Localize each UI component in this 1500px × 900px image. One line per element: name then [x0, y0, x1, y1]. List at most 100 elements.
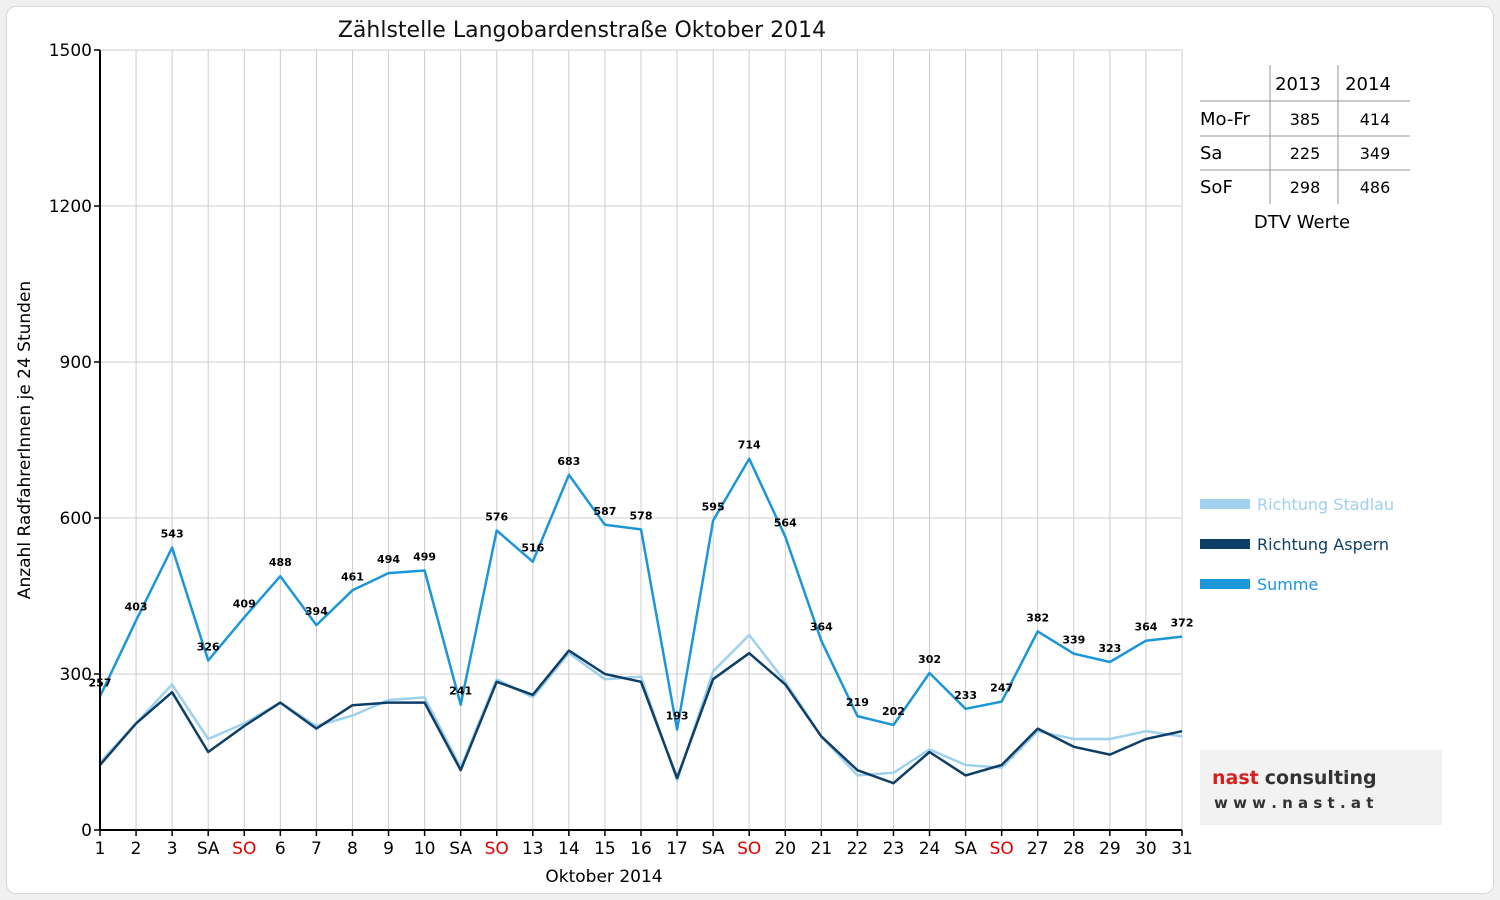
- data-label: 494: [377, 553, 400, 566]
- data-label: 683: [557, 455, 580, 468]
- chart-title: Zählstelle Langobardenstraße Oktober 201…: [338, 18, 826, 43]
- series-line-richtung-aspern: [99, 649, 1183, 785]
- x-tick-label: SA: [954, 839, 977, 859]
- nast-consulting-logo: nast consulting w w w . n a s t . a t: [1200, 750, 1442, 825]
- data-label: 202: [882, 705, 905, 718]
- data-label: 372: [1171, 617, 1194, 630]
- data-label: 543: [161, 528, 184, 541]
- data-label: 576: [485, 510, 508, 523]
- dtv-cell: 349: [1360, 144, 1391, 163]
- dtv-cell: 385: [1290, 110, 1321, 129]
- x-tick-label: 21: [811, 839, 833, 859]
- x-tick-label: 22: [847, 839, 869, 859]
- x-tick-label: SO: [990, 839, 1014, 859]
- legend-swatch-stadlau: [1200, 499, 1250, 509]
- x-tick-label: 29: [1099, 839, 1121, 859]
- data-label: 499: [413, 551, 436, 564]
- dtv-row-label: Sa: [1200, 143, 1222, 164]
- dtv-row-label: Mo-Fr: [1200, 109, 1250, 130]
- x-tick-label: 14: [558, 839, 580, 859]
- legend-label-summe: Summe: [1257, 575, 1318, 594]
- x-tick-label: 15: [594, 839, 616, 859]
- logo-url: w w w . n a s t . a t: [1214, 794, 1373, 812]
- data-label: 461: [341, 570, 364, 583]
- x-tick-label: SA: [702, 839, 725, 859]
- data-label: 364: [810, 621, 833, 634]
- dtv-table: 2013 2014 Mo-Fr 385 414 Sa 225 349 SoF 2…: [1200, 65, 1410, 233]
- x-tick-label: 23: [883, 839, 905, 859]
- data-label: 241: [449, 685, 472, 698]
- x-tick-label: 2: [131, 839, 142, 859]
- data-label: 233: [954, 689, 977, 702]
- x-tick-label: 10: [414, 839, 436, 859]
- data-label: 516: [521, 542, 544, 555]
- x-tick-label: 28: [1063, 839, 1085, 859]
- x-tick-label: 17: [666, 839, 688, 859]
- data-label: 488: [269, 556, 292, 569]
- data-label: 302: [918, 653, 941, 666]
- data-label: 564: [774, 517, 797, 530]
- y-tick-label: 600: [60, 509, 92, 529]
- legend: Richtung Stadlau Richtung Aspern Summe: [1200, 495, 1394, 594]
- y-tick-label: 0: [81, 821, 92, 841]
- data-label: 714: [738, 439, 761, 452]
- y-tick-label: 900: [60, 353, 92, 373]
- x-tick-label: 8: [347, 839, 358, 859]
- x-tick-label: SA: [197, 839, 220, 859]
- dtv-header-2013: 2013: [1275, 74, 1321, 95]
- data-label: 364: [1134, 621, 1157, 634]
- data-label: 382: [1026, 611, 1049, 624]
- legend-swatch-summe: [1200, 579, 1250, 589]
- dtv-row-label: SoF: [1200, 177, 1233, 198]
- series-lines: [98, 457, 1183, 785]
- y-axis-label: Anzahl RadfahrerInnen je 24 Stunden: [15, 281, 35, 599]
- data-label: 595: [702, 501, 725, 514]
- x-tick-label: 24: [919, 839, 941, 859]
- data-label: 403: [125, 600, 148, 613]
- x-tick-label: SO: [485, 839, 509, 859]
- x-tick-label: 9: [383, 839, 394, 859]
- series-line-summe: [98, 457, 1183, 731]
- x-tick-label: 30: [1135, 839, 1157, 859]
- legend-label-aspern: Richtung Aspern: [1257, 535, 1389, 554]
- x-axis-ticks: 1 2 3 SA SO 6 7 8 9 10 SA SO 13 14 15 16 17 SA SO 20 21 22 23 2…: [95, 830, 1193, 859]
- x-tick-label: 6: [275, 839, 286, 859]
- legend-swatch-aspern: [1200, 539, 1250, 549]
- legend-label-stadlau: Richtung Stadlau: [1257, 495, 1394, 514]
- data-labels: 2574035433264094883944614944992415765166…: [89, 439, 1194, 723]
- data-label: 339: [1062, 634, 1085, 647]
- data-label: 323: [1098, 642, 1121, 655]
- x-tick-label: 7: [311, 839, 322, 859]
- y-axis-ticks: 0 300 600 900 1200 1500: [49, 41, 100, 841]
- data-label: 219: [846, 696, 869, 709]
- dtv-cell: 225: [1290, 144, 1321, 163]
- data-label: 193: [666, 710, 689, 723]
- x-tick-label: SA: [449, 839, 472, 859]
- x-tick-label: 20: [774, 839, 796, 859]
- data-label: 409: [233, 597, 256, 610]
- data-label: 247: [990, 682, 1013, 695]
- y-tick-label: 1200: [49, 197, 92, 217]
- logo-text: nast consulting: [1212, 767, 1377, 789]
- dtv-cell: 298: [1290, 178, 1321, 197]
- y-tick-label: 1500: [49, 41, 92, 61]
- chart-frame: [6, 6, 1494, 894]
- data-label: 326: [197, 640, 220, 653]
- x-tick-label: 27: [1027, 839, 1049, 859]
- dtv-cell: 414: [1360, 110, 1391, 129]
- dtv-header-2014: 2014: [1345, 74, 1391, 95]
- data-label: 578: [630, 509, 653, 522]
- x-tick-label: 31: [1171, 839, 1193, 859]
- data-label: 587: [593, 505, 616, 518]
- x-tick-label: 16: [630, 839, 652, 859]
- x-tick-label: 3: [167, 839, 178, 859]
- x-tick-label: SO: [737, 839, 761, 859]
- y-tick-label: 300: [60, 665, 92, 685]
- grid: [100, 49, 1183, 830]
- x-tick-label: SO: [232, 839, 256, 859]
- data-label: 394: [305, 605, 328, 618]
- dtv-cell: 486: [1360, 178, 1391, 197]
- x-axis-label: Oktober 2014: [545, 867, 662, 887]
- dtv-caption: DTV Werte: [1254, 212, 1350, 233]
